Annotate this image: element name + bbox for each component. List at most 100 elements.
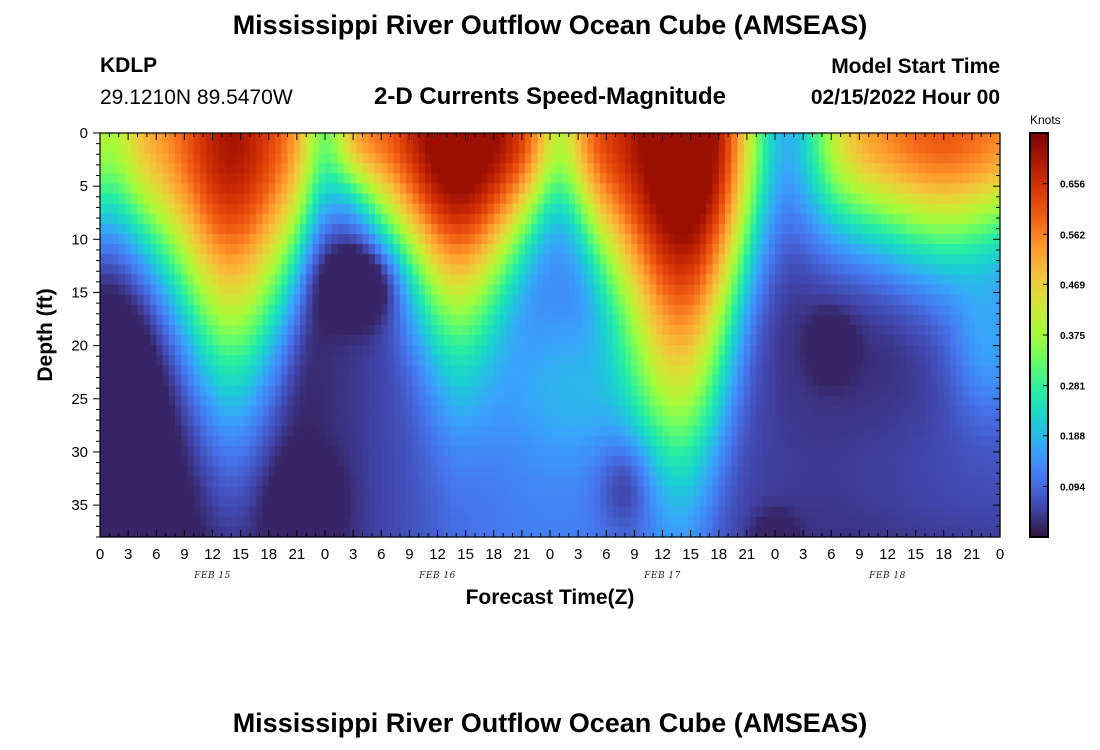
heatmap-cell: [575, 476, 582, 488]
heatmap-cell: [156, 345, 164, 356]
heatmap-cell: [337, 223, 345, 235]
heatmap-cell: [693, 264, 701, 275]
heatmap-cell: [443, 193, 451, 205]
heatmap-cell: [812, 284, 820, 296]
heatmap-cell: [518, 163, 526, 174]
heatmap-cell: [393, 203, 401, 215]
heatmap-cell: [106, 163, 114, 174]
heatmap-cell: [375, 213, 382, 225]
heatmap-cell: [525, 385, 532, 397]
heatmap-cell: [837, 506, 845, 518]
heatmap-cell: [843, 506, 851, 518]
heatmap-cell: [306, 496, 314, 508]
heatmap-cell: [512, 415, 520, 427]
heatmap-cell: [262, 526, 270, 538]
heatmap-cell: [618, 163, 626, 174]
heatmap-cell: [675, 264, 682, 275]
heatmap-cell: [306, 173, 314, 185]
heatmap-cell: [125, 223, 132, 235]
heatmap-cell: [268, 314, 276, 326]
heatmap-cell: [862, 244, 870, 255]
heatmap-cell: [593, 345, 601, 356]
heatmap-cell: [831, 264, 839, 275]
heatmap-cell: [331, 425, 339, 437]
heatmap-cell: [181, 415, 189, 427]
heatmap-cell: [512, 294, 520, 306]
heatmap-cell: [475, 446, 482, 457]
heatmap-cell: [287, 405, 295, 417]
heatmap-cell: [456, 294, 464, 306]
heatmap-cell: [637, 203, 645, 215]
heatmap-cell: [206, 405, 214, 417]
heatmap-cell: [112, 395, 120, 407]
heatmap-cell: [825, 365, 832, 376]
heatmap-cell: [437, 213, 445, 225]
heatmap-cell: [387, 395, 395, 407]
heatmap-cell: [593, 143, 601, 154]
heatmap-cell: [650, 375, 657, 387]
heatmap-cell: [143, 153, 151, 164]
heatmap-cell: [812, 324, 820, 336]
heatmap-cell: [318, 446, 326, 457]
heatmap-cell: [531, 466, 539, 477]
heatmap-cell: [743, 415, 751, 427]
heatmap-cell: [275, 375, 282, 387]
heatmap-cell: [856, 294, 864, 306]
heatmap-cell: [687, 304, 695, 316]
heatmap-cell: [387, 335, 395, 346]
heatmap-cell: [450, 436, 457, 447]
heatmap-cell: [293, 314, 301, 326]
heatmap-cell: [512, 476, 520, 488]
heatmap-cell: [812, 516, 820, 528]
heatmap-cell: [156, 375, 164, 387]
heatmap-cell: [293, 375, 301, 387]
heatmap-cell: [487, 183, 495, 195]
heatmap-cell: [706, 385, 714, 397]
heatmap-cell: [175, 223, 182, 235]
heatmap-cell: [631, 264, 639, 275]
heatmap-cell: [800, 153, 807, 164]
heatmap-cell: [856, 183, 864, 195]
heatmap-cell: [550, 304, 557, 316]
heatmap-cell: [850, 244, 857, 255]
heatmap-cell: [656, 496, 664, 508]
heatmap-cell: [700, 244, 707, 255]
heatmap-cell: [737, 223, 745, 235]
heatmap-cell: [156, 223, 164, 235]
heatmap-cell: [375, 506, 382, 518]
heatmap-cell: [512, 284, 520, 296]
heatmap-cell: [518, 284, 526, 296]
heatmap-cell: [631, 345, 639, 356]
heatmap-cell: [868, 516, 876, 528]
heatmap-cell: [175, 173, 182, 185]
heatmap-cell: [481, 476, 489, 488]
heatmap-cell: [756, 486, 764, 498]
heatmap-cell: [431, 153, 439, 164]
heatmap-cell: [781, 375, 789, 387]
heatmap-cell: [650, 143, 657, 154]
heatmap-cell: [600, 425, 607, 437]
heatmap-cell: [337, 143, 345, 154]
heatmap-cell: [587, 405, 595, 417]
heatmap-cell: [512, 436, 520, 447]
heatmap-cell: [550, 335, 557, 346]
heatmap-cell: [781, 304, 789, 316]
heatmap-cell: [600, 264, 607, 275]
heatmap-cell: [443, 496, 451, 508]
heatmap-cell: [362, 193, 370, 205]
heatmap-cell: [693, 506, 701, 518]
heatmap-cell: [806, 355, 814, 366]
heatmap-cell: [200, 183, 207, 195]
heatmap-cell: [168, 446, 176, 457]
heatmap-cell: [112, 456, 120, 467]
heatmap-cell: [275, 203, 282, 215]
heatmap-cell: [143, 415, 151, 427]
heatmap-cell: [850, 486, 857, 498]
heatmap-cell: [275, 294, 282, 306]
heatmap-cell: [650, 193, 657, 205]
heatmap-cell: [450, 153, 457, 164]
heatmap-cell: [318, 163, 326, 174]
heatmap-cell: [700, 234, 707, 245]
heatmap-cell: [418, 506, 426, 518]
heatmap-cell: [418, 425, 426, 437]
